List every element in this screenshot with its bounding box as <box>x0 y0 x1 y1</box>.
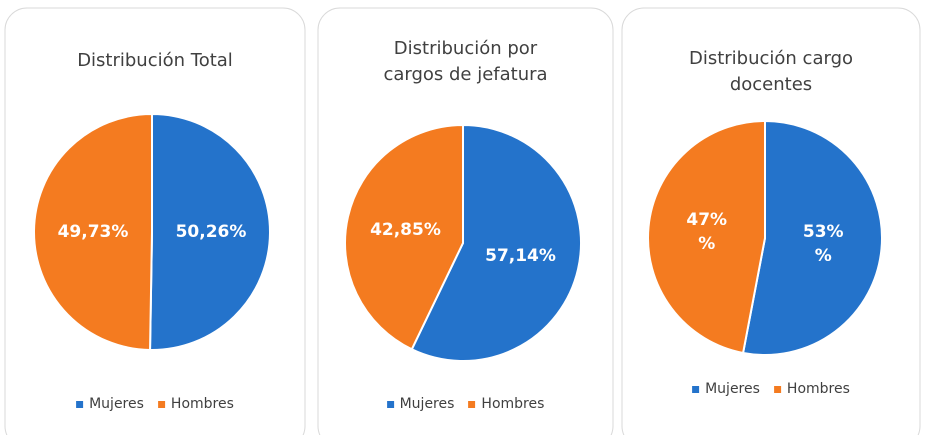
legend-label: Mujeres <box>705 381 760 397</box>
legend: Mujeres Hombres <box>76 396 234 412</box>
legend-item: Mujeres <box>76 396 144 412</box>
legend-label: Hombres <box>170 396 234 412</box>
chart-title: Distribución cargo docentes <box>688 48 854 95</box>
legend-item: Hombres <box>773 381 850 397</box>
legend-label: Hombres <box>481 396 545 412</box>
legend-item: Mujeres <box>692 381 760 397</box>
legend-label: Hombres <box>786 381 850 397</box>
data-label: 53% % <box>802 221 844 266</box>
chart-title: Distribución Total <box>77 50 233 71</box>
pie-slice <box>741 119 883 356</box>
pie-slice <box>149 112 271 351</box>
legend-swatch <box>76 400 84 408</box>
legend-swatch <box>386 400 394 408</box>
legend-label: Mujeres <box>89 396 144 412</box>
data-label: 57,14% <box>485 246 556 267</box>
pie-slice <box>410 123 582 362</box>
legend-label: Mujeres <box>399 396 455 412</box>
pie-slice <box>33 112 153 352</box>
legend-swatch <box>692 385 700 393</box>
pie-slice <box>647 119 766 355</box>
legend: Mujeres Hombres <box>692 381 850 397</box>
data-label: 42,85% <box>370 219 441 240</box>
data-label: 50,26% <box>175 222 247 243</box>
legend-swatch <box>157 400 165 408</box>
legend-item: Hombres <box>157 396 234 412</box>
legend-item: Mujeres <box>386 396 455 412</box>
data-label: 49,73% <box>57 221 129 242</box>
chart-title: Distribución por cargos de jefatura <box>383 38 548 85</box>
legend: Mujeres Hombres <box>386 396 544 412</box>
legend-swatch <box>468 400 476 408</box>
legend-item: Hombres <box>468 396 544 412</box>
pie-slice <box>344 123 464 351</box>
data-label: 47% % <box>686 210 728 255</box>
legend-swatch <box>773 385 781 393</box>
